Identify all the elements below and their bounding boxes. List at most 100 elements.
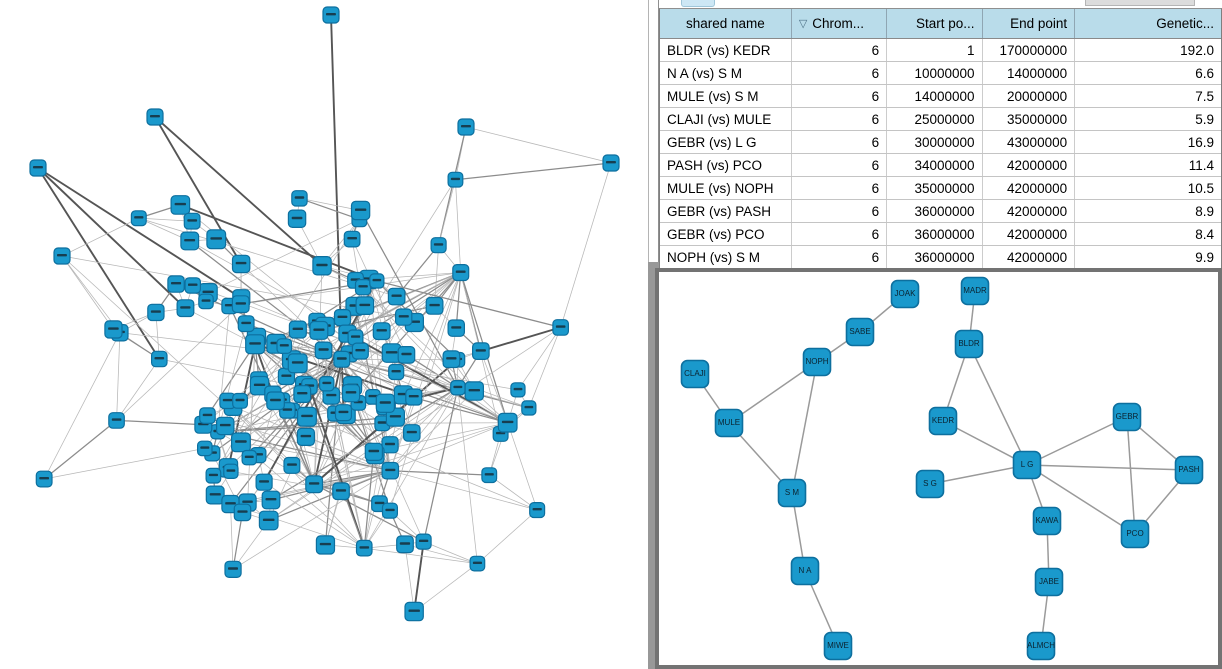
network-edge[interactable]	[232, 406, 315, 485]
table-cell-shared_name[interactable]: MULE (vs) NOPH	[660, 177, 792, 199]
network-node[interactable]	[457, 118, 475, 136]
table-cell-end[interactable]: 42000000	[983, 154, 1076, 176]
network-edge[interactable]	[390, 470, 538, 511]
network-node[interactable]	[231, 295, 250, 314]
network-node-almch[interactable]: ALMCH	[1026, 631, 1056, 661]
network-edge[interactable]	[308, 386, 366, 549]
network-node[interactable]	[381, 502, 398, 519]
table-cell-genetic[interactable]: 6.6	[1195, 65, 1214, 81]
network-edge[interactable]	[728, 361, 818, 424]
network-edge[interactable]	[341, 179, 456, 360]
network-node[interactable]	[167, 275, 185, 293]
network-edge[interactable]	[423, 541, 478, 564]
network-edge[interactable]	[232, 406, 365, 549]
table-row[interactable]: NOPH (vs) S M 6 36000000 42000000 9.9	[660, 246, 1221, 269]
network-edge[interactable]	[404, 544, 415, 612]
network-node-madr[interactable]: MADR	[960, 276, 990, 306]
network-node-bldr[interactable]: BLDR	[954, 329, 984, 359]
network-edge[interactable]	[363, 451, 375, 549]
network-node[interactable]	[425, 296, 444, 315]
network-node-pash[interactable]: PASH	[1174, 455, 1204, 485]
network-node[interactable]	[322, 6, 340, 24]
network-node[interactable]	[130, 210, 147, 227]
network-node[interactable]	[108, 412, 125, 429]
network-node[interactable]	[354, 279, 372, 296]
table-cell-shared_name[interactable]: NOPH (vs) S M	[660, 246, 792, 268]
table-row[interactable]: MULE (vs) NOPH 6 35000000 42000000 10.5	[660, 177, 1221, 200]
network-node[interactable]	[481, 467, 498, 484]
network-edge[interactable]	[116, 303, 242, 421]
table-cell-end[interactable]: 42000000	[983, 223, 1076, 245]
table-row[interactable]: GEBR (vs) L G 6 30000000 43000000 16.9	[660, 131, 1221, 154]
table-cell-start[interactable]: 14000000	[887, 85, 983, 107]
node-shape[interactable]	[890, 279, 920, 309]
network-node[interactable]	[314, 341, 333, 360]
table-cell-shared_name[interactable]: GEBR (vs) L G	[660, 131, 792, 153]
table-cell-start[interactable]: 34000000	[887, 154, 983, 176]
network-node-sabe[interactable]: SABE	[845, 317, 875, 347]
network-edge[interactable]	[528, 327, 562, 409]
network-node[interactable]	[395, 308, 413, 326]
network-node[interactable]	[53, 247, 71, 265]
network-node[interactable]	[297, 406, 317, 427]
network-node-kawa[interactable]: KAWA	[1032, 506, 1062, 536]
table-cell-chromosome[interactable]: 6	[792, 39, 888, 61]
node-shape[interactable]	[954, 329, 984, 359]
network-node[interactable]	[387, 287, 406, 306]
table-cell-chromosome[interactable]: 6	[792, 200, 888, 222]
network-edge[interactable]	[411, 387, 459, 434]
network-edge[interactable]	[270, 470, 391, 501]
network-edge[interactable]	[61, 255, 114, 330]
network-edge[interactable]	[37, 167, 187, 309]
table-cell-start[interactable]: 1	[887, 39, 983, 61]
table-cell-genetic[interactable]: 16.9	[1187, 134, 1214, 150]
table-row[interactable]: MULE (vs) S M 6 14000000 20000000 7.5	[660, 85, 1221, 108]
network-node[interactable]	[261, 490, 281, 510]
table-cell-start[interactable]: 30000000	[887, 131, 983, 153]
network-edge[interactable]	[254, 343, 375, 453]
network-node[interactable]	[291, 190, 308, 207]
network-node[interactable]	[237, 315, 255, 333]
network-edge[interactable]	[351, 238, 407, 355]
network-edge[interactable]	[480, 326, 561, 353]
table-cell-end[interactable]: 35000000	[983, 108, 1076, 130]
network-edge[interactable]	[272, 271, 462, 395]
network-node[interactable]	[372, 322, 391, 341]
network-node[interactable]	[381, 461, 400, 480]
table-cell-shared_name[interactable]: MULE (vs) S M	[660, 85, 792, 107]
table-cell-shared_name[interactable]: N A (vs) S M	[660, 62, 792, 84]
network-node[interactable]	[415, 533, 432, 550]
network-node[interactable]	[332, 482, 350, 501]
table-cell-start[interactable]: 10000000	[887, 62, 983, 84]
network-edge[interactable]	[390, 470, 490, 476]
table-cell-chromosome[interactable]: 6	[792, 108, 888, 130]
network-edge[interactable]	[37, 167, 242, 299]
network-node[interactable]	[205, 485, 225, 505]
network-node[interactable]	[224, 560, 242, 578]
network-node-claji[interactable]: CLAJI	[680, 359, 710, 389]
network-edge[interactable]	[217, 305, 230, 432]
network-node[interactable]	[350, 200, 371, 221]
node-shape[interactable]	[1112, 402, 1142, 432]
network-node[interactable]	[233, 503, 252, 522]
network-edge[interactable]	[314, 422, 508, 485]
network-edge[interactable]	[413, 563, 478, 612]
filtered-network-canvas[interactable]: CLAJI MULE NOPH SABE JOAK S M N A MIWE MADR BLDR K…	[659, 272, 1218, 665]
network-edge[interactable]	[185, 307, 256, 345]
network-node[interactable]	[450, 380, 466, 396]
column-header-3[interactable]: End point	[983, 9, 1076, 38]
network-edge[interactable]	[457, 387, 478, 564]
network-edge[interactable]	[254, 343, 359, 404]
network-edge[interactable]	[44, 448, 205, 480]
network-edge[interactable]	[240, 441, 391, 472]
network-edge[interactable]	[323, 349, 508, 424]
network-node[interactable]	[355, 296, 375, 315]
table-cell-start[interactable]: 36000000	[887, 200, 983, 222]
network-edge[interactable]	[357, 402, 391, 471]
node-shape[interactable]	[802, 347, 832, 377]
network-edge[interactable]	[402, 272, 462, 396]
network-edge[interactable]	[404, 543, 478, 564]
network-edge[interactable]	[313, 483, 424, 543]
network-node[interactable]	[258, 510, 279, 531]
network-edge[interactable]	[1026, 464, 1190, 471]
